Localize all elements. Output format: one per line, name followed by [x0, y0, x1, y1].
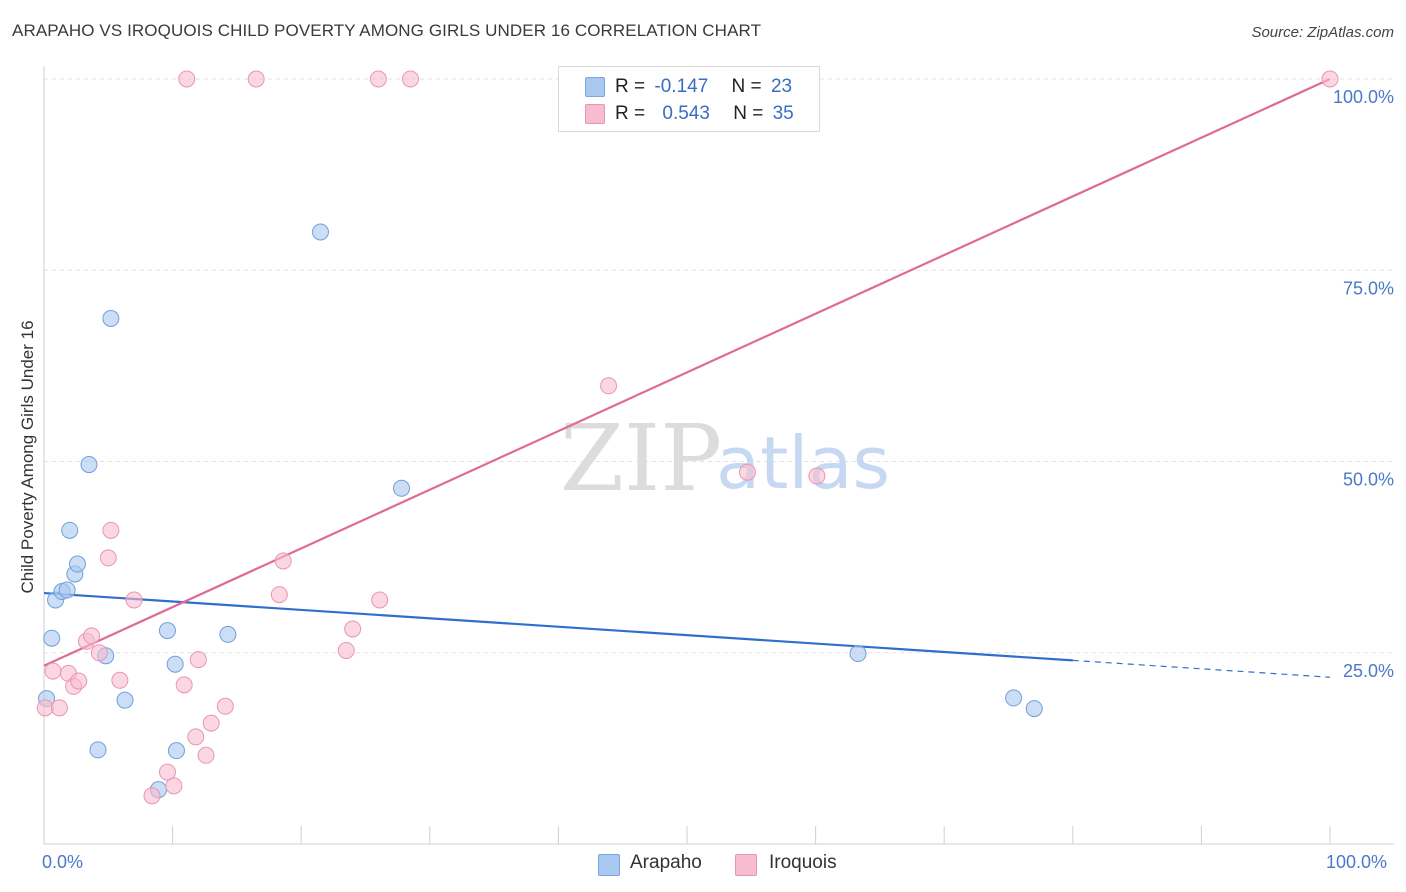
- iroquois-point-11: [111, 671, 129, 689]
- arapaho-point-18: [311, 223, 329, 241]
- arapaho-point-9: [89, 741, 107, 759]
- r-value: 0.543: [662, 103, 710, 124]
- iroquois-point-10: [102, 521, 120, 539]
- arapaho-point-4: [58, 581, 76, 599]
- n-label: N =: [731, 76, 762, 97]
- r-value: -0.147: [654, 76, 709, 97]
- y-tick-label-3: 100.0%: [1333, 87, 1394, 107]
- trend-lines: [43, 77, 1331, 678]
- n-value: 35: [772, 103, 794, 124]
- iroquois-point-2: [50, 699, 68, 717]
- arapaho-legend-swatch: [598, 854, 620, 876]
- arapaho-point-19: [393, 479, 411, 497]
- iroquois-point-26: [371, 591, 389, 609]
- correlation-legend: R = -0.147 N = 23 R = 0.543 N = 35: [558, 66, 820, 132]
- iroquois-legend-swatch: [735, 854, 757, 876]
- iroquois-point-24: [337, 641, 355, 659]
- y-tick-label-1: 50.0%: [1343, 470, 1394, 490]
- iroquois-point-13: [143, 787, 161, 805]
- trendline-extension-arapaho: [1072, 659, 1331, 678]
- iroquois-point-31: [600, 377, 618, 395]
- data-points: [36, 70, 1339, 805]
- iroquois-point-34: [1321, 70, 1339, 88]
- watermark-zip: ZIP: [560, 405, 722, 512]
- iroquois-point-20: [202, 714, 220, 732]
- iroquois-point-25: [344, 620, 362, 638]
- iroquois-point-7: [83, 627, 101, 645]
- n-label: N =: [733, 103, 764, 124]
- iroquois-point-9: [99, 549, 117, 567]
- iroquois-point-23: [274, 552, 292, 570]
- iroquois-point-28: [247, 70, 265, 88]
- x-tick-max: 100.0%: [1326, 852, 1388, 872]
- arapaho-point-7: [68, 555, 86, 573]
- arapaho-point-17: [219, 625, 237, 643]
- arapaho-point-15: [166, 655, 184, 673]
- grid-lines: [44, 78, 1394, 654]
- iroquois-swatch: [585, 104, 605, 124]
- arapaho-legend-label: Arapaho: [630, 852, 702, 873]
- trendline-arapaho: [43, 591, 1073, 662]
- arapaho-point-11: [102, 309, 120, 327]
- arapaho-point-5: [61, 521, 79, 539]
- r-label: R =: [615, 103, 646, 124]
- iroquois-point-19: [197, 746, 215, 764]
- x-tick-min: 0.0%: [42, 852, 84, 872]
- arapaho-point-22: [1025, 700, 1043, 718]
- iroquois-point-33: [808, 467, 826, 485]
- arapaho-point-20: [849, 645, 867, 663]
- y-tick-label-0: 25.0%: [1343, 661, 1394, 681]
- arapaho-point-1: [43, 629, 61, 647]
- y-axis-label: Child Poverty Among Girls Under 16: [18, 320, 37, 593]
- iroquois-point-17: [187, 728, 205, 746]
- watermark-atlas: atlas: [716, 421, 890, 505]
- iroquois-point-1: [44, 662, 62, 680]
- iroquois-point-18: [189, 651, 207, 669]
- iroquois-point-0: [36, 699, 54, 717]
- arapaho-swatch: [585, 77, 605, 97]
- iroquois-point-22: [270, 586, 288, 604]
- iroquois-point-32: [738, 463, 756, 481]
- source-label: Source: ZipAtlas.com: [1251, 24, 1394, 41]
- arapaho-point-14: [158, 622, 176, 640]
- iroquois-point-8: [90, 644, 108, 662]
- r-label: R =: [615, 76, 646, 97]
- n-value: 23: [770, 76, 793, 97]
- arapaho-point-21: [1005, 689, 1023, 707]
- arapaho-point-12: [116, 691, 134, 709]
- iroquois-legend-label: Iroquois: [769, 852, 837, 873]
- iroquois-point-27: [178, 70, 196, 88]
- arapaho-point-16: [167, 742, 185, 760]
- iroquois-point-15: [165, 777, 183, 795]
- iroquois-point-29: [369, 70, 387, 88]
- iroquois-point-14: [158, 763, 176, 781]
- watermark: ZIP atlas: [560, 405, 890, 512]
- iroquois-point-5: [70, 672, 88, 690]
- arapaho-point-8: [80, 456, 98, 474]
- iroquois-point-21: [216, 697, 234, 715]
- chart-title: ARAPAHO VS IROQUOIS CHILD POVERTY AMONG …: [12, 21, 762, 40]
- y-tick-label-2: 75.0%: [1343, 278, 1394, 298]
- iroquois-point-12: [125, 591, 143, 609]
- iroquois-point-30: [402, 70, 420, 88]
- iroquois-point-16: [175, 676, 193, 694]
- y-tick-labels: 25.0% 50.0% 75.0% 100.0%: [1333, 87, 1394, 681]
- trendline-iroquois: [43, 77, 1331, 667]
